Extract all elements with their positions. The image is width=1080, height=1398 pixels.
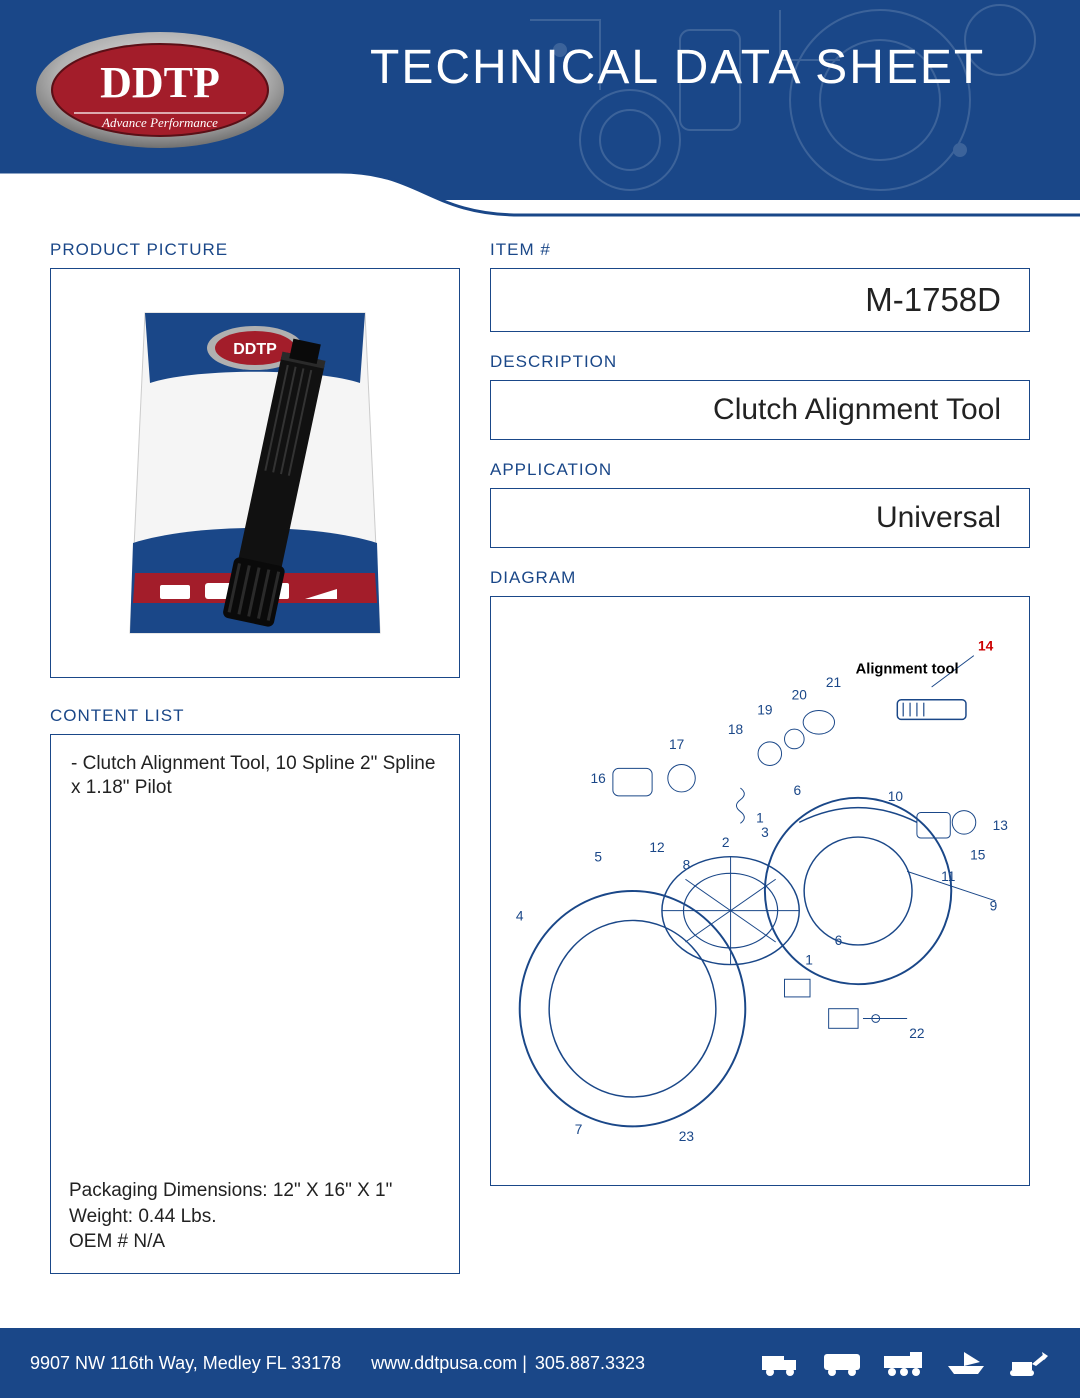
content-list-box: - Clutch Alignment Tool, 10 Spline 2" Sp… — [50, 734, 460, 1274]
page-title: TECHNICAL DATA SHEET — [370, 40, 985, 95]
svg-text:1: 1 — [805, 953, 813, 968]
weight-value: 0.44 Lbs. — [138, 1206, 216, 1227]
content-list-line: x 1.18" Pilot — [71, 777, 439, 799]
content-list-line: - Clutch Alignment Tool, 10 Spline 2" Sp… — [71, 753, 439, 775]
item-label: ITEM # — [490, 240, 1030, 260]
header: DDTP Advance Performance TECHNICAL DATA … — [0, 0, 1080, 200]
product-picture-image: DDTP — [105, 293, 405, 653]
content-list-label: CONTENT LIST — [50, 706, 460, 726]
svg-text:5: 5 — [594, 850, 602, 865]
weight-label: Weight: — [69, 1206, 133, 1227]
svg-text:19: 19 — [757, 702, 772, 717]
product-picture-label: PRODUCT PICTURE — [50, 240, 460, 260]
svg-text:17: 17 — [669, 737, 684, 752]
svg-text:Alignment tool: Alignment tool — [856, 661, 959, 677]
svg-text:4: 4 — [516, 908, 524, 923]
application-value: Universal — [490, 488, 1030, 548]
truck-icon — [758, 1348, 802, 1378]
diagram-label: DIAGRAM — [490, 568, 1030, 588]
svg-text:9: 9 — [990, 899, 998, 914]
footer: 9907 NW 116th Way, Medley FL 33178 www.d… — [0, 1328, 1080, 1398]
svg-text:10: 10 — [888, 789, 904, 804]
footer-website: www.ddtpusa.com | — [371, 1353, 527, 1374]
svg-text:23: 23 — [679, 1129, 695, 1144]
packaging-value: 12" X 16" X 1" — [273, 1180, 393, 1201]
item-number: M-1758D — [490, 268, 1030, 332]
packaging-label: Packaging Dimensions: — [69, 1180, 268, 1201]
oem-value: N/A — [133, 1231, 165, 1252]
description-value: Clutch Alignment Tool — [490, 380, 1030, 440]
application-label: APPLICATION — [490, 460, 1030, 480]
footer-phone: 305.887.3323 — [535, 1353, 645, 1374]
svg-text:DDTP: DDTP — [100, 58, 220, 107]
svg-text:6: 6 — [793, 783, 801, 798]
semi-icon — [882, 1348, 926, 1378]
svg-text:13: 13 — [993, 818, 1009, 833]
svg-text:20: 20 — [792, 688, 808, 703]
svg-text:8: 8 — [683, 857, 691, 872]
boat-icon — [944, 1348, 988, 1378]
svg-text:Advance Performance: Advance Performance — [101, 115, 218, 130]
svg-text:DDTP: DDTP — [233, 341, 277, 358]
brand-logo: DDTP Advance Performance — [30, 25, 290, 155]
svg-text:16: 16 — [591, 771, 607, 786]
specs-block: Packaging Dimensions: 12" X 16" X 1" Wei… — [69, 1178, 392, 1255]
content-area: PRODUCT PICTURE DDTP — [50, 240, 1030, 1308]
bus-icon — [820, 1348, 864, 1378]
diagram-image: 4 7 23 8 5 12 — [505, 611, 1015, 1171]
svg-text:3: 3 — [761, 825, 769, 840]
svg-text:18: 18 — [728, 722, 744, 737]
svg-text:7: 7 — [575, 1122, 583, 1137]
footer-address: 9907 NW 116th Way, Medley FL 33178 — [30, 1353, 341, 1374]
excavator-icon — [1006, 1348, 1050, 1378]
footer-vehicle-icons — [758, 1348, 1050, 1378]
svg-text:6: 6 — [835, 933, 843, 948]
header-background-pattern — [480, 0, 1080, 200]
svg-text:12: 12 — [649, 840, 664, 855]
svg-text:14: 14 — [978, 639, 994, 654]
svg-text:2: 2 — [722, 835, 730, 850]
svg-text:1: 1 — [756, 810, 764, 825]
description-label: DESCRIPTION — [490, 352, 1030, 372]
product-picture-box: DDTP — [50, 268, 460, 678]
svg-text:11: 11 — [941, 869, 955, 884]
svg-text:21: 21 — [826, 675, 841, 690]
svg-text:15: 15 — [970, 848, 986, 863]
oem-label: OEM # — [69, 1231, 128, 1252]
svg-text:22: 22 — [909, 1026, 924, 1041]
diagram-box: 4 7 23 8 5 12 — [490, 596, 1030, 1186]
